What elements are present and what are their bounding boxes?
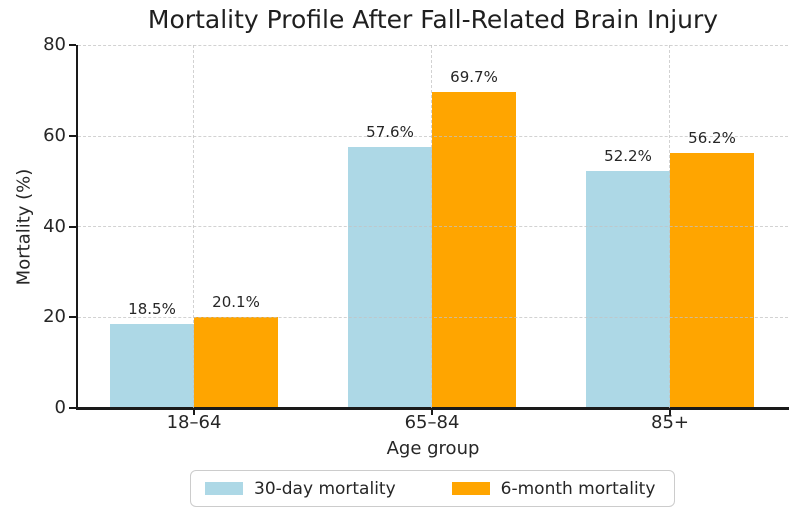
bar-slot: 57.6% <box>348 45 432 408</box>
y-tick-label: 0 <box>54 397 66 418</box>
legend-item-30-day: 30-day mortality <box>205 479 396 499</box>
x-tick-label-18-64: 18–64 <box>166 412 222 433</box>
y-tick-label: 40 <box>43 216 66 237</box>
bar-30-day-65-84 <box>348 146 432 408</box>
legend-item-6-month: 6-month mortality <box>451 478 656 499</box>
legend-label-6-month: 6-month mortality <box>500 478 656 499</box>
bar-slot: 56.2% <box>670 45 754 408</box>
legend-label-30-day: 30-day mortality <box>254 478 396 499</box>
bar-value-label: 52.2% <box>604 147 652 166</box>
y-tick-mark-0 <box>69 407 76 409</box>
y-tick-mark-40 <box>69 226 76 228</box>
bar-slot: 69.7% <box>432 45 516 408</box>
y-tick-mark-20 <box>69 316 76 318</box>
legend: 30-day mortality 6-month mortality <box>190 470 675 507</box>
x-tick-mark <box>193 409 195 415</box>
bar-value-label: 56.2% <box>688 129 736 147</box>
x-tick-label-85-plus: 85+ <box>651 412 689 433</box>
bar-30-day-18-64 <box>110 324 194 408</box>
bar-6-month-65-84 <box>432 91 516 408</box>
legend-swatch-30-day <box>205 482 243 495</box>
bar-slot: 18.5% <box>110 45 194 408</box>
x-tick-mark <box>431 409 433 415</box>
x-tick-mark <box>669 409 671 415</box>
y-axis-spine <box>76 45 78 410</box>
bar-value-label: 57.6% <box>366 122 414 141</box>
x-axis-label: Age group <box>386 438 480 459</box>
bar-6-month-18-64 <box>194 316 278 408</box>
y-tick-mark-80 <box>69 44 76 46</box>
y-tick-mark-60 <box>69 135 76 137</box>
y-tick-label: 60 <box>43 125 66 146</box>
legend-swatch-6-month <box>451 482 490 495</box>
chart-title: Mortality Profile After Fall-Related Bra… <box>147 5 719 34</box>
bar-slot: 52.2% <box>586 45 670 408</box>
plot-area: 18.5% 20.1% 57.6% 69.7% 52.2% 56.2% <box>78 45 788 408</box>
x-tick-label-65-84: 65–84 <box>404 412 460 433</box>
bar-value-label: 18.5% <box>128 300 176 319</box>
bar-value-label: 20.1% <box>212 292 260 311</box>
bar-slot: 20.1% <box>194 45 278 408</box>
y-tick-label: 80 <box>43 34 66 55</box>
bar-6-month-85-plus <box>670 153 754 408</box>
y-tick-label: 20 <box>43 306 66 327</box>
bar-30-day-85-plus <box>586 171 670 408</box>
bar-value-label: 69.7% <box>450 67 498 86</box>
x-axis-spine <box>76 407 789 410</box>
